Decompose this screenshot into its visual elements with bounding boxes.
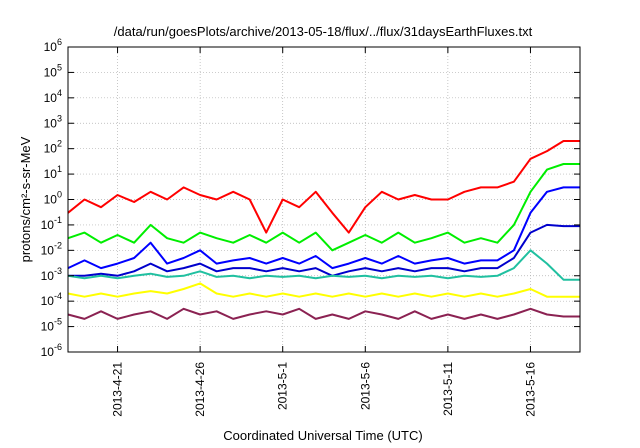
y-tick-label: 10-3 <box>41 266 62 283</box>
y-tick-label: 103 <box>44 113 62 130</box>
y-tick-label: 10-6 <box>41 342 62 359</box>
x-tick-label: 2013-5-1 <box>276 362 290 410</box>
x-tick-label: 2013-5-6 <box>358 362 372 410</box>
y-tick-label: 10-5 <box>41 317 62 334</box>
grid <box>68 47 580 352</box>
series-line-7 <box>67 307 580 320</box>
y-tick-label: 10-4 <box>41 291 62 308</box>
x-tick-label: 2013-5-16 <box>523 362 537 417</box>
series-layer <box>67 140 580 320</box>
x-tick-label: 2013-5-11 <box>441 362 455 416</box>
y-tick-label: 10-1 <box>41 215 62 232</box>
chart-title: /data/run/goesPlots/archive/2013-05-18/f… <box>114 24 533 39</box>
y-tick-label: 101 <box>44 164 62 181</box>
x-axis: 2013-4-21 2013-4-26 2013-5-1 2013-5-6 2013-5… <box>111 47 537 417</box>
series-line-6 <box>67 282 580 298</box>
series-line-4 <box>68 223 580 277</box>
y-tick-label: 104 <box>44 88 62 105</box>
y-axis: 10-6 10-5 10-4 10-3 10-2 10-1 100 101 102 103 104 1… <box>41 37 580 359</box>
x-axis-title: Coordinated Universal Time (UTC) <box>223 428 422 443</box>
x-tick-label: 2013-4-26 <box>193 362 207 417</box>
y-tick-label: 105 <box>44 62 62 79</box>
y-axis-title: protons/cm²-s-sr-MeV <box>18 136 33 262</box>
series-line-5 <box>67 249 580 281</box>
series-line-3 <box>67 186 580 270</box>
series-line-1 <box>67 140 580 234</box>
y-tick-label: 102 <box>44 139 62 156</box>
series-line-2 <box>67 163 580 252</box>
y-tick-label: 100 <box>44 190 62 207</box>
y-tick-label: 106 <box>44 37 62 54</box>
x-tick-label: 2013-4-21 <box>111 362 125 417</box>
y-tick-label: 10-2 <box>41 240 62 257</box>
